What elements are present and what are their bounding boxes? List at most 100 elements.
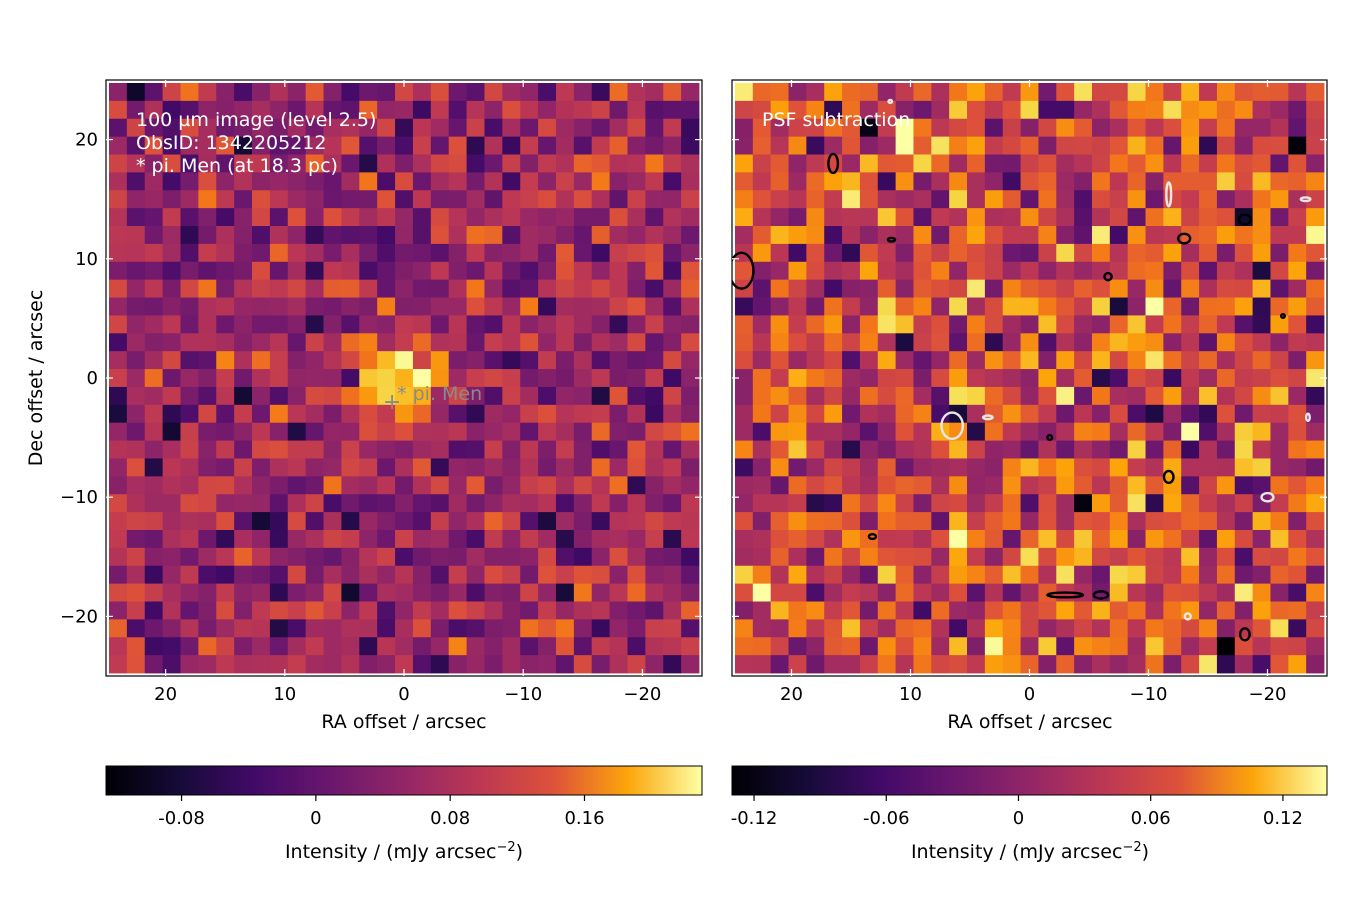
heatmap-pixel bbox=[1020, 601, 1039, 620]
heatmap-pixel bbox=[377, 637, 396, 656]
heatmap-pixel bbox=[377, 315, 396, 334]
heatmap-pixel bbox=[252, 655, 271, 674]
heatmap-pixel bbox=[645, 190, 664, 209]
heatmap-pixel bbox=[466, 154, 485, 173]
heatmap-pixel bbox=[967, 529, 986, 549]
heatmap-pixel bbox=[341, 261, 360, 281]
heatmap-pixel bbox=[1270, 315, 1289, 334]
heatmap-pixel bbox=[1181, 440, 1200, 459]
heatmap-pixel bbox=[1145, 369, 1164, 388]
heatmap-pixel bbox=[341, 279, 360, 298]
heatmap-pixel bbox=[788, 512, 807, 531]
heatmap-pixel bbox=[824, 172, 843, 191]
heatmap-pixel bbox=[609, 82, 628, 102]
heatmap-pixel bbox=[1002, 100, 1021, 120]
heatmap-pixel bbox=[913, 243, 932, 263]
heatmap-pixel bbox=[788, 476, 807, 495]
heatmap-pixel bbox=[198, 422, 217, 441]
heatmap-pixel bbox=[573, 369, 593, 388]
heatmap-pixel bbox=[269, 315, 289, 334]
positive-contour bbox=[1046, 591, 1085, 599]
heatmap-pixel bbox=[502, 82, 521, 102]
heatmap-pixel bbox=[538, 619, 557, 638]
heatmap-pixel bbox=[1002, 422, 1021, 441]
heatmap-pixel bbox=[984, 458, 1004, 477]
heatmap-pixel bbox=[252, 100, 271, 120]
heatmap-pixel bbox=[1270, 422, 1289, 441]
heatmap-pixel bbox=[967, 494, 986, 513]
heatmap-pixel bbox=[770, 190, 789, 209]
heatmap-pixel bbox=[573, 637, 593, 656]
right-colorbar: -0.12 -0.06 0 0.06 0.12 Intensity / (mJy arc… bbox=[731, 765, 1328, 863]
heatmap-pixel bbox=[1199, 369, 1218, 388]
heatmap-pixel bbox=[323, 529, 342, 549]
heatmap-pixel bbox=[216, 565, 235, 585]
heatmap-pixel bbox=[1270, 458, 1289, 477]
heatmap-pixel bbox=[645, 261, 664, 281]
heatmap-pixel bbox=[269, 637, 289, 656]
heatmap-pixel bbox=[734, 547, 754, 567]
heatmap-pixel bbox=[1270, 172, 1289, 191]
heatmap-pixel bbox=[681, 351, 700, 370]
left-annotation-line-3: * pi. Men (at 18.3 pc) bbox=[136, 155, 338, 177]
heatmap-pixel bbox=[824, 583, 843, 602]
heatmap-pixel bbox=[895, 422, 914, 441]
heatmap-pixel bbox=[1002, 601, 1021, 620]
heatmap-pixel bbox=[1199, 172, 1218, 191]
heatmap-pixel bbox=[180, 136, 199, 155]
heatmap-pixel bbox=[1145, 226, 1164, 245]
heatmap-pixel bbox=[1038, 655, 1057, 674]
heatmap-pixel bbox=[770, 351, 789, 370]
heatmap-pixel bbox=[681, 208, 700, 227]
heatmap-pixel bbox=[842, 333, 861, 352]
heatmap-pixel bbox=[645, 619, 664, 638]
heatmap-pixel bbox=[806, 118, 825, 138]
heatmap-pixel bbox=[1002, 529, 1021, 549]
heatmap-pixel bbox=[412, 565, 432, 585]
heatmap-pixel bbox=[269, 226, 289, 245]
heatmap-pixel bbox=[645, 136, 664, 155]
heatmap-pixel bbox=[877, 369, 897, 388]
right-colorbar-label-text: Intensity / (mJy arcsec bbox=[911, 841, 1123, 863]
heatmap-pixel bbox=[305, 243, 324, 263]
heatmap-pixel bbox=[377, 386, 396, 406]
heatmap-pixel bbox=[1056, 404, 1075, 424]
heatmap-pixel bbox=[895, 619, 914, 638]
heatmap-pixel bbox=[824, 118, 843, 138]
heatmap-pixel bbox=[341, 476, 360, 495]
heatmap-pixel bbox=[269, 279, 289, 298]
heatmap-pixel bbox=[520, 261, 539, 281]
heatmap-pixel bbox=[1181, 279, 1200, 298]
heatmap-pixel bbox=[770, 369, 789, 388]
heatmap-pixel bbox=[466, 512, 485, 531]
heatmap-pixel bbox=[984, 547, 1004, 567]
heatmap-pixel bbox=[269, 100, 289, 120]
heatmap-pixel bbox=[1020, 190, 1039, 209]
heatmap-pixel bbox=[1074, 190, 1093, 209]
heatmap-pixel bbox=[645, 655, 664, 674]
heatmap-pixel bbox=[108, 529, 128, 549]
heatmap-pixel bbox=[1199, 601, 1218, 620]
heatmap-pixel bbox=[216, 655, 235, 674]
heatmap-pixel bbox=[144, 547, 164, 567]
heatmap-pixel bbox=[1109, 512, 1129, 531]
heatmap-pixel bbox=[162, 172, 181, 191]
heatmap-pixel bbox=[448, 619, 467, 638]
heatmap-pixel bbox=[555, 601, 575, 620]
heatmap-pixel bbox=[609, 637, 628, 656]
heatmap-pixel bbox=[520, 82, 539, 102]
heatmap-pixel bbox=[877, 154, 897, 173]
heatmap-pixel bbox=[234, 458, 253, 477]
heatmap-pixel bbox=[788, 226, 807, 245]
heatmap-pixel bbox=[1163, 333, 1182, 352]
heatmap-pixel bbox=[573, 386, 593, 406]
heatmap-pixel bbox=[1181, 655, 1200, 674]
heatmap-pixel bbox=[216, 208, 235, 227]
heatmap-pixel bbox=[877, 279, 897, 298]
heatmap-pixel bbox=[842, 136, 861, 155]
heatmap-pixel bbox=[502, 261, 521, 281]
x-tick-label: 0 bbox=[1024, 684, 1035, 705]
heatmap-pixel bbox=[1270, 118, 1289, 138]
heatmap-pixel bbox=[395, 440, 414, 459]
heatmap-pixel bbox=[538, 637, 557, 656]
